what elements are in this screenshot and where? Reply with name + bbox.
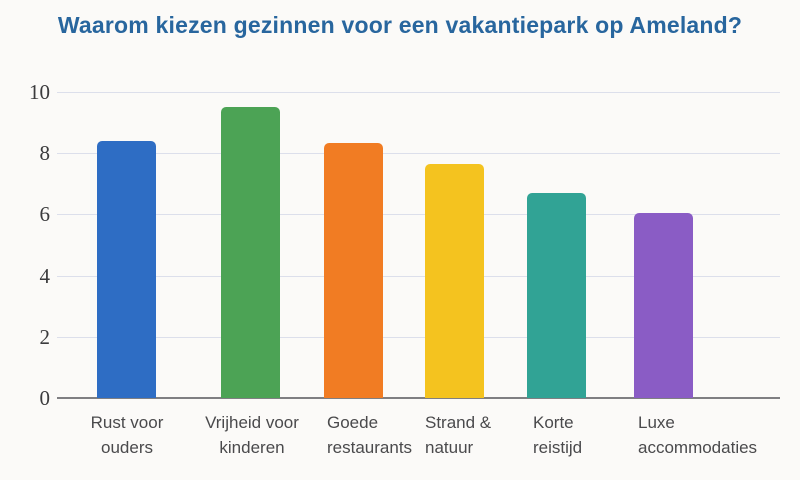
bar-rust-voor-ouders bbox=[97, 140, 156, 398]
bar-korte-reistijd bbox=[527, 192, 586, 398]
y-axis-tick-label: 6 bbox=[39, 202, 51, 226]
gridline bbox=[57, 92, 780, 93]
x-axis-category-label: Goede restaurants bbox=[327, 413, 413, 457]
x-axis-category-label: Vrijheid voor kinderen bbox=[205, 413, 299, 457]
bar-luxe-accommodaties bbox=[634, 212, 693, 398]
y-axis-tick-label: 10 bbox=[29, 80, 50, 104]
bar-strand-natuur bbox=[425, 163, 484, 398]
y-axis-tick-label: 0 bbox=[39, 386, 51, 410]
x-axis-baseline bbox=[57, 397, 780, 399]
x-axis-category-label: Luxe accommodaties bbox=[638, 413, 758, 457]
y-axis-tick-label: 8 bbox=[39, 141, 51, 165]
chart-title: Waarom kiezen gezinnen voor een vakantie… bbox=[57, 12, 743, 38]
y-axis-tick-label: 2 bbox=[39, 325, 51, 349]
x-axis-category-label: Rust voor ouders bbox=[90, 413, 164, 457]
gridline bbox=[57, 275, 780, 277]
plot-area bbox=[57, 92, 780, 399]
gridline bbox=[57, 214, 780, 216]
x-axis-category-label: Korte reistijd bbox=[533, 413, 583, 457]
x-axis-category-label: Strand & natuur bbox=[425, 413, 492, 457]
bar-vrijheid-voor-kinderen bbox=[221, 107, 280, 398]
bar-goede-restaurants bbox=[324, 142, 383, 398]
gridline bbox=[57, 153, 780, 155]
gridline bbox=[57, 336, 780, 338]
y-axis-tick-label: 4 bbox=[39, 264, 51, 288]
